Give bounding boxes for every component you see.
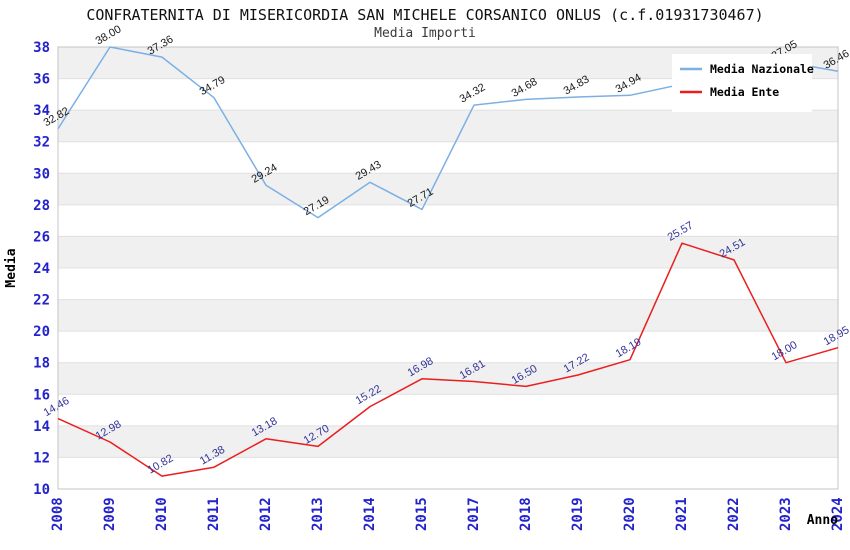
y-tick-label: 30	[33, 166, 50, 182]
legend-box	[672, 54, 812, 112]
x-axis-title: Anno	[807, 513, 838, 528]
y-tick-label: 26	[33, 229, 50, 245]
legend-label-nazionale: Media Nazionale	[710, 62, 814, 76]
data-label: 18.19	[614, 336, 644, 360]
x-tick-label: 2023	[778, 497, 794, 531]
y-tick-label: 16	[33, 387, 50, 403]
y-tick-label: 12	[33, 450, 50, 466]
x-tick-label: 2024	[830, 497, 846, 531]
y-axis-title: Media	[4, 248, 19, 287]
y-tick-label: 22	[33, 293, 50, 309]
plot-band	[58, 110, 838, 142]
x-tick-label: 2019	[570, 497, 586, 531]
data-label: 38.00	[94, 23, 124, 47]
x-tick-label: 2021	[674, 497, 690, 531]
x-tick-label: 2017	[466, 497, 482, 531]
series-line-media-ente	[57, 242, 839, 477]
y-tick-label: 24	[33, 261, 50, 277]
x-tick-label: 2014	[362, 497, 378, 531]
y-tick-label: 28	[33, 198, 50, 214]
chart-title: CONFRATERNITA DI MISERICORDIA SAN MICHEL…	[86, 6, 764, 24]
x-tick-label: 2009	[102, 497, 118, 531]
y-tick-label: 32	[33, 135, 50, 151]
data-label: 34.32	[458, 81, 488, 105]
y-tick-label: 18	[33, 356, 50, 372]
x-tick-label: 2018	[518, 497, 534, 531]
y-tick-label: 38	[33, 40, 50, 56]
x-tick-label: 2013	[310, 497, 326, 531]
chart-subtitle: Media Importi	[374, 26, 476, 41]
y-tick-label: 10	[33, 482, 50, 498]
x-tick-label: 2020	[622, 497, 638, 531]
x-tick-label: 2008	[50, 497, 66, 531]
y-tick-label: 20	[33, 324, 50, 340]
y-tick-label: 14	[33, 419, 50, 435]
plot-band	[58, 173, 838, 205]
legend-label-ente: Media Ente	[710, 85, 779, 99]
data-label: 34.68	[510, 76, 540, 100]
plot-band	[58, 425, 838, 458]
plot-band	[58, 362, 838, 395]
plot-border	[57, 46, 839, 490]
x-tick-label: 2012	[258, 497, 274, 531]
x-tick-label: 2011	[206, 497, 222, 531]
x-tick-label: 2010	[154, 497, 170, 531]
x-tick-label: 2022	[726, 497, 742, 531]
y-tick-label: 36	[33, 72, 50, 88]
x-tick-label: 2015	[414, 497, 430, 531]
plot-band	[58, 299, 838, 332]
y-tick-label: 34	[33, 103, 50, 119]
